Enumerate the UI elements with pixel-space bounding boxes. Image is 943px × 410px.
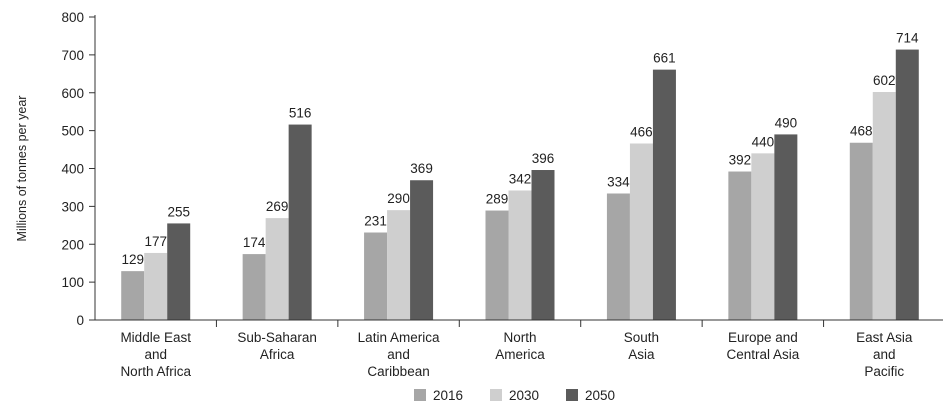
bar-2030 xyxy=(265,218,289,320)
y-tick-label: 400 xyxy=(61,162,84,177)
x-tick-label-line: and xyxy=(873,347,896,362)
bar-2016 xyxy=(121,271,145,320)
data-label: 392 xyxy=(729,153,752,168)
bar-2030 xyxy=(872,91,896,321)
legend-label: 2030 xyxy=(509,388,539,403)
bar-2050 xyxy=(895,49,919,320)
y-tick-label: 800 xyxy=(61,10,84,25)
bar-2016 xyxy=(242,254,266,320)
data-label: 174 xyxy=(243,235,266,250)
data-label: 334 xyxy=(607,174,630,189)
bar-2050 xyxy=(652,69,676,321)
y-tick-label: 0 xyxy=(76,313,84,328)
data-label: 490 xyxy=(775,115,798,130)
data-label: 129 xyxy=(121,252,144,267)
x-tick-label-line: Europe and xyxy=(728,330,798,345)
data-label: 231 xyxy=(364,214,387,229)
bar-2050 xyxy=(167,223,191,320)
y-tick-label: 200 xyxy=(61,237,84,252)
x-tick-label: Middle East and North Africa xyxy=(120,330,191,379)
x-tick-label-line: Middle East xyxy=(120,330,191,345)
bar-2030 xyxy=(751,153,775,320)
y-tick-label: 700 xyxy=(61,48,84,63)
bar-2050 xyxy=(774,134,798,320)
x-tick-label-line: and xyxy=(144,347,167,362)
data-label: 714 xyxy=(896,31,919,46)
bar-2030 xyxy=(508,190,532,320)
y-axis-title: Millions of tonnes per year xyxy=(15,96,29,242)
data-label: 290 xyxy=(387,191,410,206)
data-label: 516 xyxy=(289,106,312,121)
data-label: 177 xyxy=(144,234,167,249)
data-label: 369 xyxy=(410,161,433,176)
data-label: 466 xyxy=(630,125,653,140)
x-tick-label-line: South xyxy=(624,330,659,345)
data-label: 289 xyxy=(486,192,509,207)
x-tick-label-line: America xyxy=(495,347,545,362)
x-tick-label: Latin America and Caribbean xyxy=(358,330,440,379)
bar-2050 xyxy=(288,124,312,320)
data-label: 255 xyxy=(167,204,190,219)
bar-2016 xyxy=(728,171,752,320)
x-tick-label-line: and xyxy=(387,347,410,362)
legend-swatch-2050 xyxy=(566,389,578,401)
x-tick-label-line: North Africa xyxy=(120,364,191,379)
x-tick-label-line: Asia xyxy=(628,347,655,362)
legend-label: 2016 xyxy=(433,388,463,403)
x-tick-label: East Asia and Pacific xyxy=(856,330,913,379)
x-tick-label-line: Latin America xyxy=(358,330,440,345)
bar-2050 xyxy=(410,180,434,320)
x-axis: Middle East and North Africa Sub-Saharan Afr… xyxy=(95,319,943,379)
y-tick-label: 600 xyxy=(61,86,84,101)
x-tick-label-line: Caribbean xyxy=(367,364,429,379)
y-axis: 0 100 200 300 400 500 600 700 800 xyxy=(61,10,96,328)
x-tick-label-line: Sub-Saharan xyxy=(237,330,317,345)
data-label: 468 xyxy=(850,124,873,139)
data-label: 269 xyxy=(266,199,289,214)
legend-label: 2050 xyxy=(585,388,615,403)
x-tick-label-line: East Asia xyxy=(856,330,913,345)
y-axis-label: Millions of tonnes per year xyxy=(15,96,29,242)
y-tick-label: 300 xyxy=(61,199,84,214)
bar-2016 xyxy=(364,232,388,320)
bar-2030 xyxy=(387,210,411,320)
x-tick-label: Sub-Saharan Africa xyxy=(237,330,317,362)
legend: 2016 2030 2050 xyxy=(414,388,615,403)
bar-2016 xyxy=(849,142,873,320)
bar-2016 xyxy=(606,193,630,320)
data-label: 440 xyxy=(752,134,775,149)
bar-2016 xyxy=(485,210,509,320)
data-label: 602 xyxy=(873,73,896,88)
bar-2030 xyxy=(629,143,653,320)
x-tick-label: Europe and Central Asia xyxy=(726,330,799,362)
bar-2050 xyxy=(531,170,555,320)
x-tick-label: North America xyxy=(495,330,545,362)
data-label: 396 xyxy=(532,151,555,166)
x-tick-label-line: North xyxy=(503,330,536,345)
y-tick-label: 100 xyxy=(61,275,84,290)
x-tick-label-line: Central Asia xyxy=(726,347,799,362)
legend-swatch-2016 xyxy=(414,389,426,401)
x-tick-label: South Asia xyxy=(624,330,659,362)
y-tick-label: 500 xyxy=(61,124,84,139)
data-label: 342 xyxy=(509,171,532,186)
bar-2030 xyxy=(144,252,168,320)
data-label: 661 xyxy=(653,51,676,66)
legend-swatch-2030 xyxy=(490,389,502,401)
x-tick-label-line: Pacific xyxy=(864,364,904,379)
x-tick-label-line: Africa xyxy=(260,347,295,362)
